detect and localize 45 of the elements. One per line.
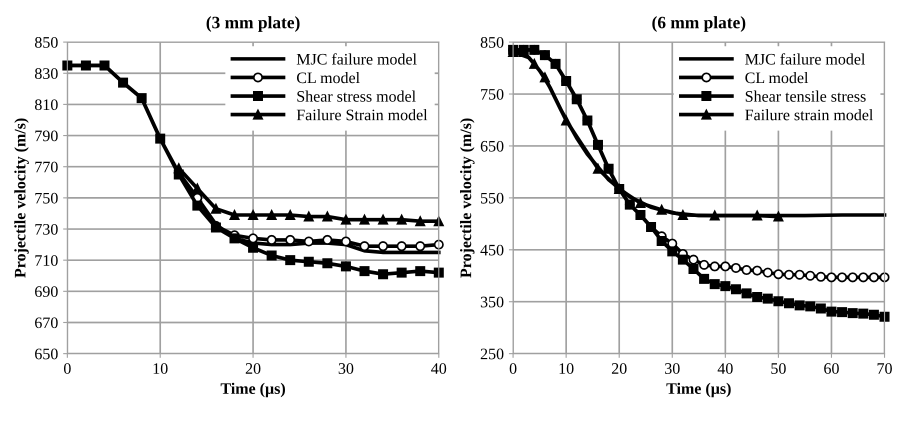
y-tick-label: 670: [35, 317, 58, 328]
y-tick-label: 750: [35, 192, 58, 204]
y-tick-label: 750: [481, 88, 504, 100]
x-tick-label: 10: [560, 363, 574, 374]
legend-label: Shear tensile stress: [746, 90, 866, 102]
legend-label: MJC failure model: [296, 53, 417, 65]
y-tick-label: 710: [35, 255, 58, 266]
y-tick-label: 830: [34, 68, 58, 79]
x-tick-label: 0: [64, 363, 71, 374]
y-tick-label: 650: [35, 348, 58, 360]
legend-label: MJC failure model: [745, 53, 866, 65]
legend-label: CL model: [745, 72, 808, 84]
chart-title: (3 mm plate): [206, 16, 300, 32]
x-tick-label: 50: [771, 363, 786, 374]
y-tick-label: 450: [480, 244, 504, 256]
y-axis-title: Projectile velocity (m/s): [14, 118, 29, 278]
chart-title: (6 mm plate): [652, 16, 746, 32]
x-axis-title: Time (µs): [666, 382, 731, 398]
x-tick-label: 30: [338, 363, 354, 374]
y-tick-label: 550: [481, 192, 504, 204]
x-tick-label: 60: [824, 363, 839, 374]
legend-label: Shear stress model: [297, 90, 416, 102]
legend-label: Failure strain model: [745, 109, 874, 120]
x-tick-label: 40: [718, 363, 733, 374]
y-tick-label: 690: [35, 286, 58, 298]
y-axis-title: Projectile velocity (m/s): [460, 118, 475, 278]
x-tick-label: 70: [878, 363, 892, 374]
x-tick-label: 0: [510, 363, 516, 374]
legend-label: CL model: [296, 72, 360, 84]
legend-label: Failure Strain model: [296, 109, 428, 120]
y-tick-label: 850: [34, 37, 58, 48]
y-tick-label: 250: [480, 348, 504, 360]
x-tick-label: 40: [431, 363, 446, 374]
x-tick-label: 30: [665, 363, 680, 374]
y-tick-label: 850: [480, 37, 504, 48]
x-tick-label: 10: [154, 363, 168, 374]
y-tick-label: 350: [480, 296, 504, 308]
y-tick-label: 810: [34, 99, 58, 110]
x-axis-title: Time (µs): [220, 382, 285, 398]
y-tick-label: 650: [480, 140, 504, 152]
x-tick-label: 20: [246, 363, 260, 374]
y-tick-label: 730: [35, 224, 58, 235]
y-tick-label: 790: [35, 130, 58, 142]
x-tick-label: 20: [612, 363, 627, 374]
y-tick-label: 770: [35, 162, 58, 172]
